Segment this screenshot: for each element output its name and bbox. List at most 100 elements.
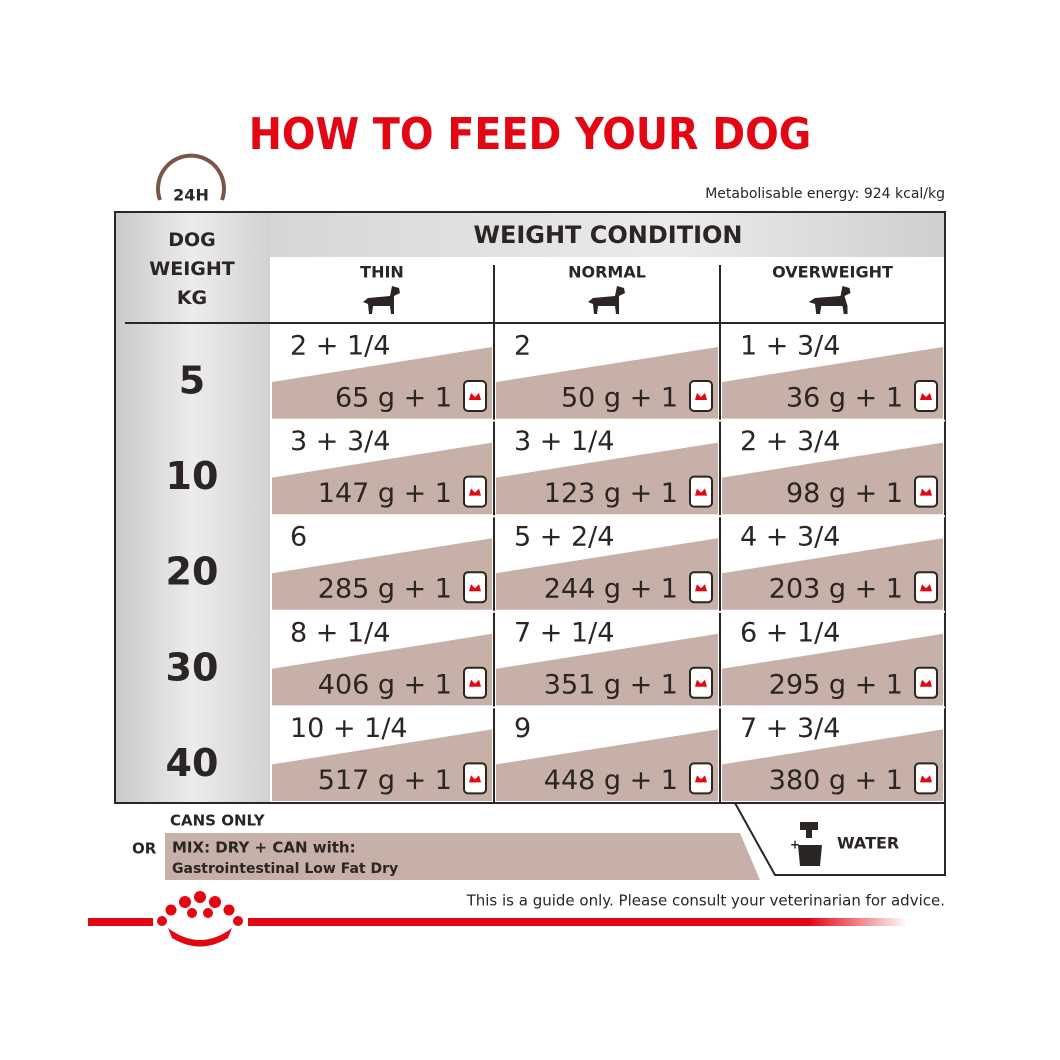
can-crown — [695, 584, 707, 592]
mix-shape — [272, 347, 492, 419]
mix-amount: 244 g + 1 — [544, 574, 678, 605]
water-box — [733, 802, 946, 876]
can-crown — [920, 488, 932, 496]
mix-amount: 285 g + 1 — [318, 574, 452, 605]
can-crown — [695, 775, 707, 783]
mix-label: MIX: DRY + CAN with: — [172, 839, 356, 857]
table-border — [114, 211, 946, 804]
can-icon — [689, 571, 713, 604]
can-icon — [689, 762, 713, 795]
mix-amount: 50 g + 1 — [561, 383, 678, 414]
column-header: NORMAL — [568, 263, 646, 282]
can-crown — [469, 584, 481, 592]
cans-amount: 1 + 3/4 — [740, 331, 840, 362]
mix-shape — [272, 633, 492, 706]
can-crown — [920, 775, 932, 783]
clock-icon: 24H — [156, 153, 226, 207]
can-icon — [463, 380, 487, 412]
dog-icon — [808, 286, 851, 314]
cans-amount: 3 + 1/4 — [514, 426, 614, 457]
mix-amount: 123 g + 1 — [544, 478, 678, 509]
energy: Metabolisable energy: 924 kcal/kg — [705, 186, 945, 202]
cans-amount: 3 + 3/4 — [290, 426, 390, 457]
column-header: OVERWEIGHT — [772, 263, 893, 282]
can-crown — [920, 393, 932, 400]
can-crown — [469, 679, 481, 687]
mix-shape — [496, 347, 718, 419]
weight: 5 — [179, 359, 205, 403]
can-icon — [914, 666, 938, 699]
or-label: OR — [132, 840, 157, 858]
cans-amount: 2 + 1/4 — [290, 331, 390, 362]
mix-amount: 203 g + 1 — [769, 574, 903, 605]
mix-amount: 98 g + 1 — [786, 478, 903, 509]
mix-amount: 406 g + 1 — [318, 669, 452, 700]
mix-shape — [722, 729, 943, 801]
mix-amount: 380 g + 1 — [769, 765, 903, 796]
can-crown — [469, 775, 481, 783]
cans-amount: 5 + 2/4 — [514, 522, 614, 553]
cans-amount: 10 + 1/4 — [290, 713, 408, 744]
mix-shape — [496, 729, 718, 801]
group-header: WEIGHT CONDITION — [473, 221, 742, 249]
clock-label: 24H — [173, 186, 209, 205]
cans-amount: 9 — [514, 713, 531, 744]
dog-icon — [363, 286, 400, 314]
weight: 10 — [166, 454, 219, 498]
mix-shape — [496, 633, 718, 706]
water-icon: + — [790, 822, 822, 866]
cans-amount: 8 + 1/4 — [290, 617, 390, 648]
can-icon — [914, 762, 938, 795]
can-crown — [695, 393, 707, 400]
red-line-right — [248, 918, 908, 926]
mix-shape — [272, 729, 492, 801]
cans-amount: 2 — [514, 331, 531, 362]
can-icon — [463, 571, 487, 604]
can-crown — [469, 488, 481, 496]
mix-shape — [722, 633, 943, 706]
can-icon — [463, 475, 487, 508]
mix-shape — [722, 442, 943, 515]
can-crown — [695, 488, 707, 496]
plus-sign: + — [790, 838, 800, 852]
footer: This is a guide only. Please consult you… — [466, 892, 945, 910]
can-crown — [920, 679, 932, 687]
mix-amount: 147 g + 1 — [318, 478, 452, 509]
mix-product: Gastrointestinal Low Fat Dry — [172, 861, 398, 877]
can-crown — [469, 393, 481, 400]
mix-amount: 36 g + 1 — [786, 383, 903, 414]
cans-amount: 6 + 1/4 — [740, 617, 840, 648]
mix-shape — [496, 442, 718, 515]
mix-band — [165, 833, 760, 880]
red-line-left — [88, 918, 153, 926]
cans-amount: 2 + 3/4 — [740, 426, 840, 457]
weight: 40 — [166, 741, 219, 785]
title: HOW TO FEED YOUR DOG — [249, 109, 812, 160]
mix-amount: 295 g + 1 — [769, 669, 903, 700]
can-icon — [689, 475, 713, 508]
mix-amount: 351 g + 1 — [544, 669, 678, 700]
water-label: WATER — [837, 834, 899, 853]
cans-only: CANS ONLY — [170, 812, 266, 830]
cans-amount: 7 + 1/4 — [514, 617, 614, 648]
mix-shape — [722, 538, 943, 610]
column-header: THIN — [360, 263, 404, 282]
can-crown — [920, 584, 932, 592]
mix-shape — [722, 347, 943, 419]
weight: 20 — [166, 550, 219, 594]
can-crown — [695, 679, 707, 687]
can-icon — [689, 380, 713, 412]
mix-shape — [272, 442, 492, 515]
can-icon — [914, 380, 938, 412]
cans-amount: 7 + 3/4 — [740, 713, 840, 744]
crown-logo — [157, 891, 243, 947]
row-header: DOG WEIGHT KG — [149, 229, 235, 309]
mix-amount: 448 g + 1 — [544, 765, 678, 796]
weight: 30 — [166, 645, 219, 689]
can-icon — [914, 571, 938, 604]
cans-amount: 6 — [290, 522, 307, 553]
header-band — [270, 212, 945, 257]
cans-amount: 4 + 3/4 — [740, 522, 840, 553]
can-icon — [463, 762, 487, 795]
can-icon — [914, 475, 938, 508]
